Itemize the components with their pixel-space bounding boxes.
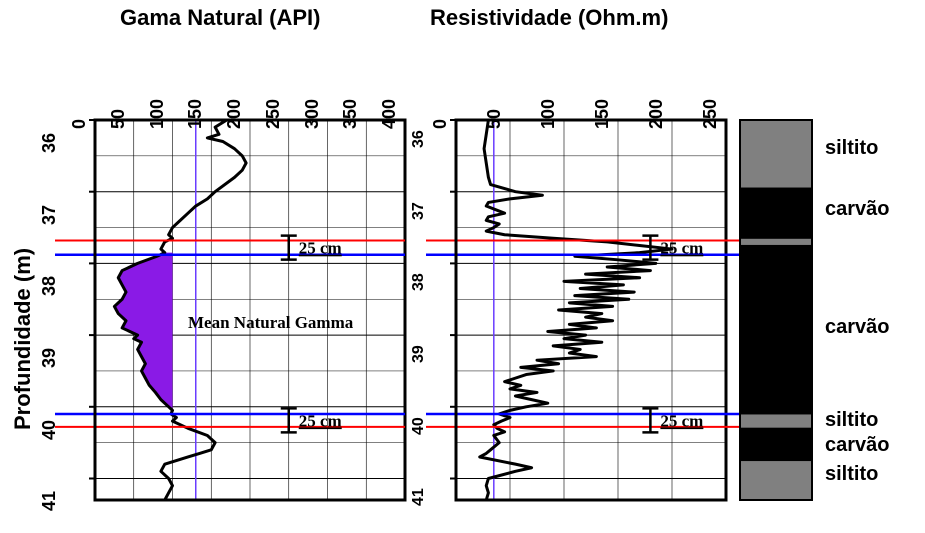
lithology-label: siltito: [825, 463, 878, 486]
depth-tick: 36: [39, 133, 60, 153]
x-tick: 200: [224, 99, 245, 129]
depth-tick: 38: [39, 276, 60, 296]
x-tick: 300: [302, 99, 323, 129]
depth-tick: 40: [410, 417, 428, 435]
x-tick: 250: [700, 99, 721, 129]
depth-tick: 41: [410, 489, 428, 507]
svg-text:Mean Natural Gamma: Mean Natural Gamma: [188, 313, 354, 332]
x-tick: 100: [538, 99, 559, 129]
x-tick: 150: [592, 99, 613, 129]
x-tick: 50: [484, 109, 505, 129]
x-tick: 150: [185, 99, 206, 129]
lithology-label: carvão: [825, 198, 890, 221]
x-tick: 400: [379, 99, 400, 129]
depth-tick: 36: [410, 130, 428, 148]
lithology-label: siltito: [825, 137, 878, 160]
depth-tick: 39: [410, 345, 428, 363]
depth-tick: 40: [39, 420, 60, 440]
depth-tick: 38: [410, 274, 428, 292]
x-tick: 350: [340, 99, 361, 129]
x-tick: 100: [147, 99, 168, 129]
plot-svg: 25 cm 25 cm 25 cm 25 cm Mean Natural Gamma: [0, 0, 925, 533]
svg-text:25 cm: 25 cm: [660, 411, 703, 430]
depth-tick: 39: [39, 348, 60, 368]
svg-text:25 cm: 25 cm: [299, 239, 342, 258]
lithology-label: carvão: [825, 434, 890, 457]
svg-text:25 cm: 25 cm: [299, 411, 342, 430]
x-tick: 250: [263, 99, 284, 129]
svg-text:25 cm: 25 cm: [660, 239, 703, 258]
x-tick: 200: [646, 99, 667, 129]
x-tick: 50: [108, 109, 129, 129]
x-tick: 0: [430, 119, 451, 129]
lithology-label: siltito: [825, 409, 878, 432]
x-tick: 0: [69, 119, 90, 129]
lithology-label: carvão: [825, 316, 890, 339]
depth-tick: 37: [39, 205, 60, 225]
depth-tick: 41: [39, 491, 60, 511]
figure-container: Profundidade (m) Gama Natural (API) Resi…: [0, 0, 925, 533]
depth-tick: 37: [410, 202, 428, 220]
